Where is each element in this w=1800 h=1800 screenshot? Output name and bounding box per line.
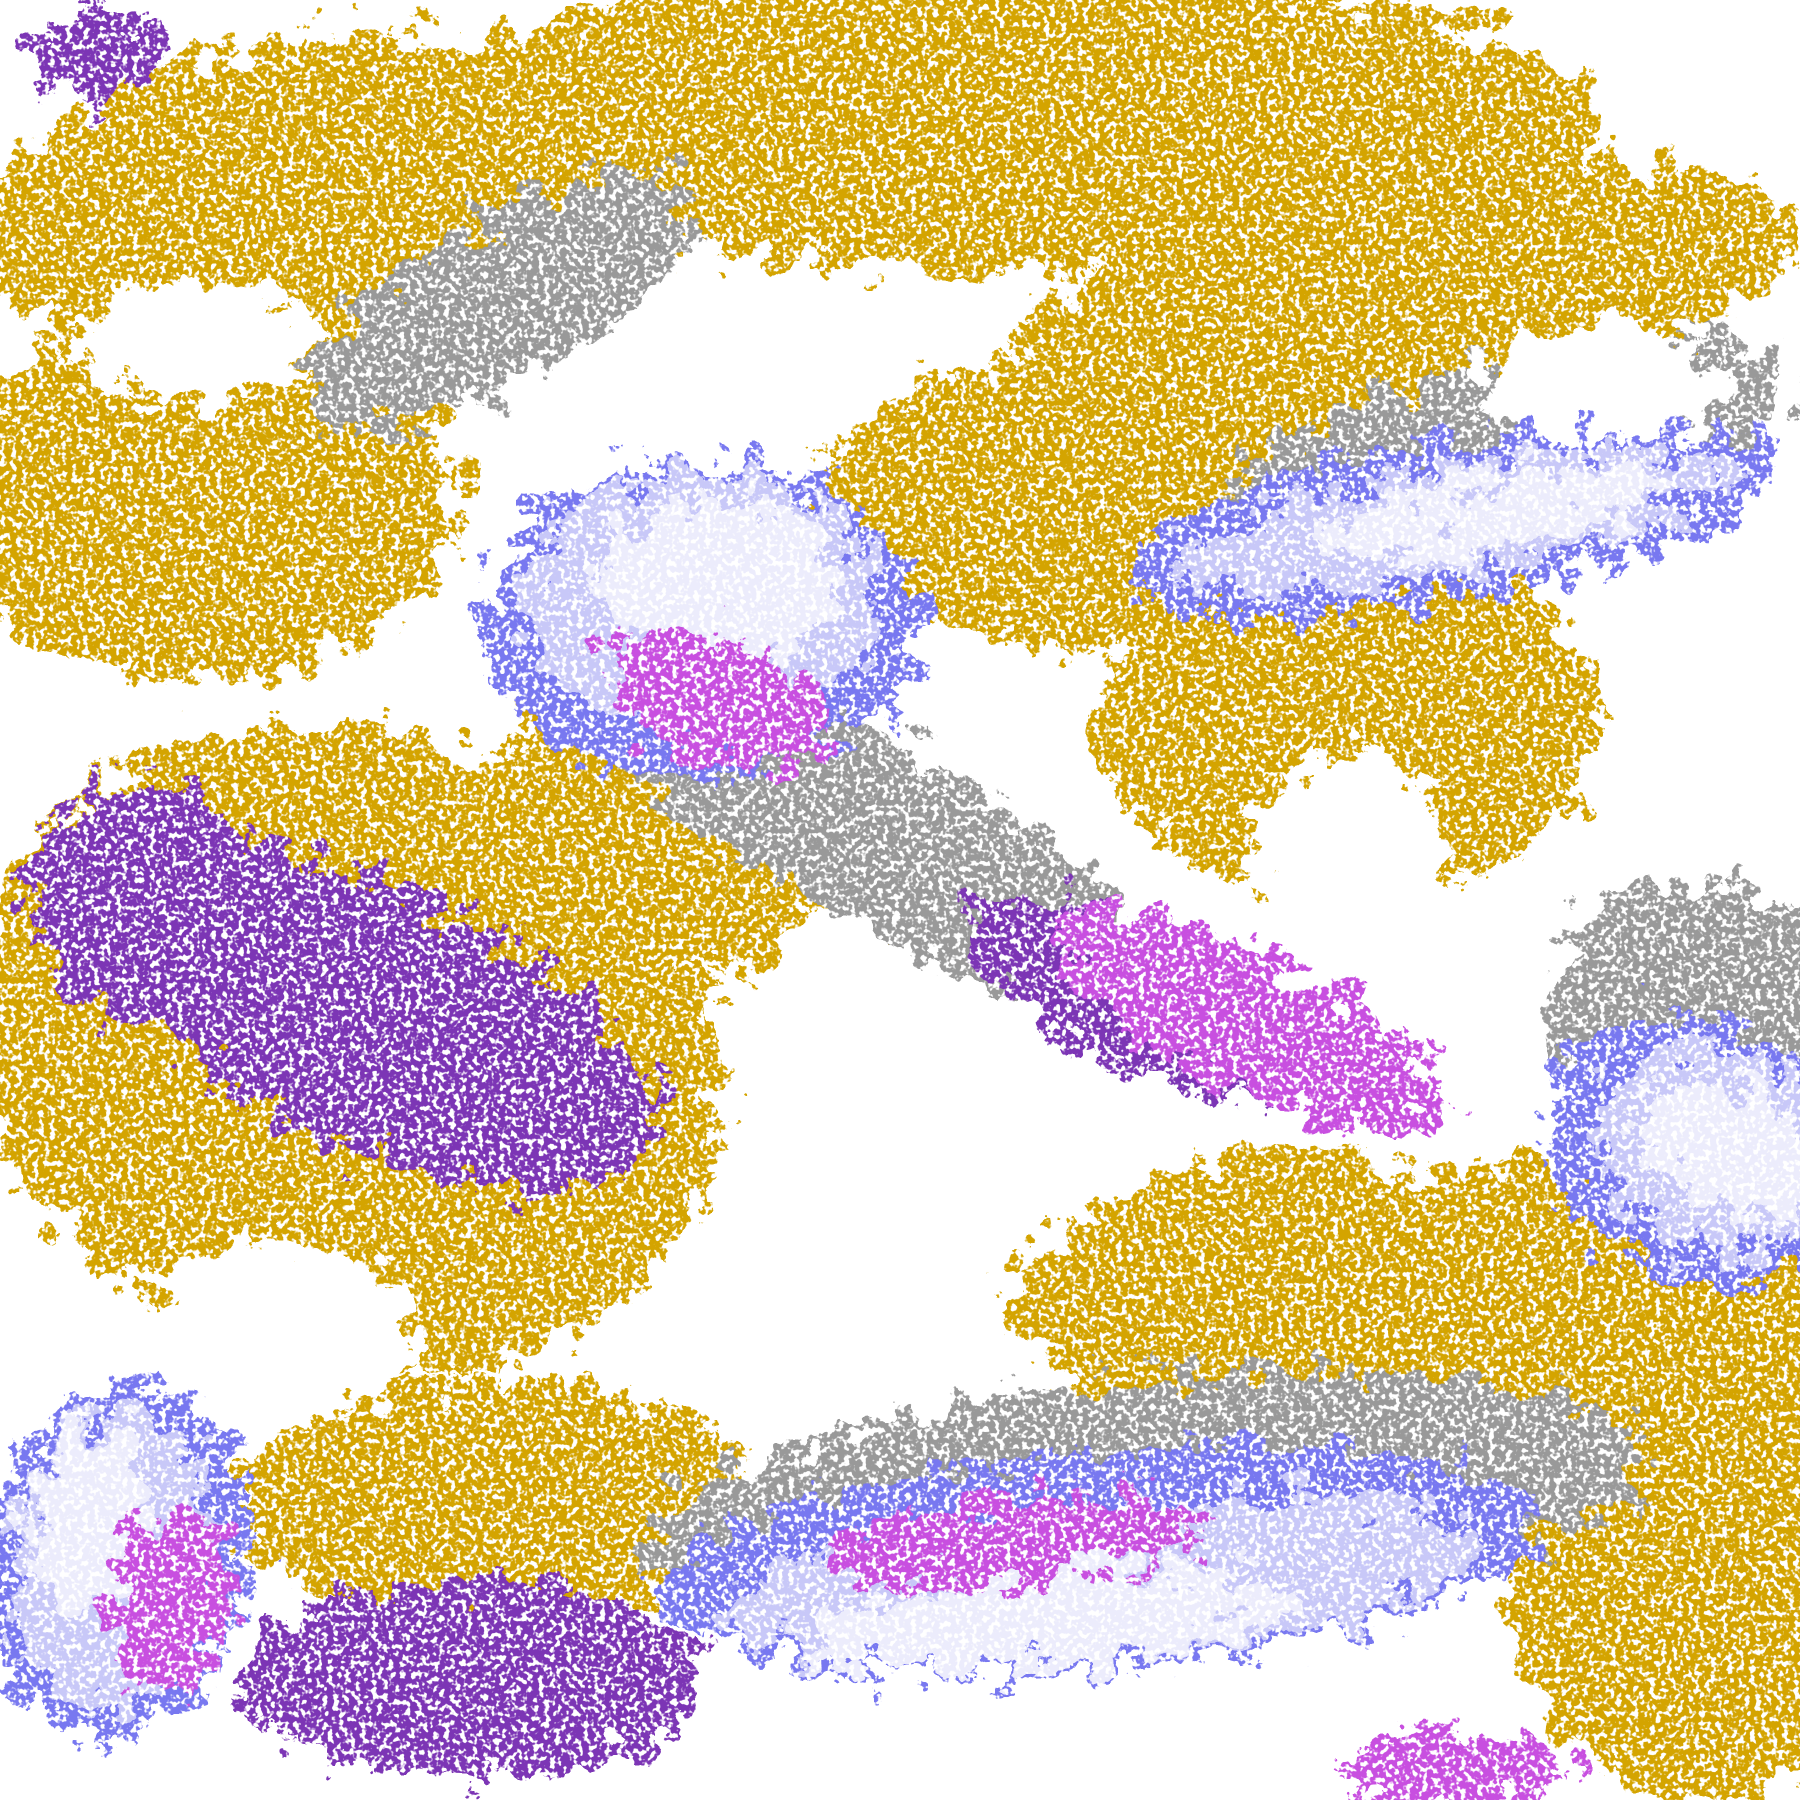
speckle-texture (0, 0, 1800, 1800)
classified-raster-map (0, 0, 1800, 1800)
map-canvas (0, 0, 1800, 1800)
